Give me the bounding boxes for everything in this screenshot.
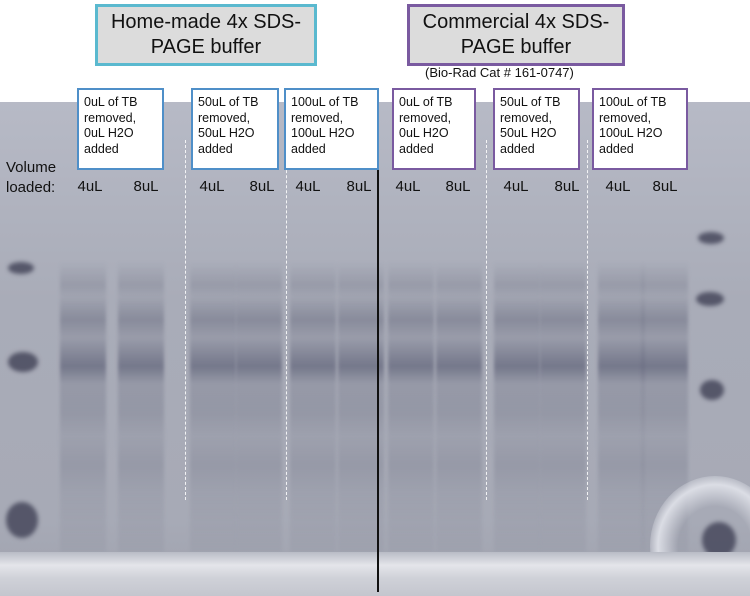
gel-lane (190, 262, 236, 552)
lane-divider (185, 140, 186, 500)
gel-lane (540, 262, 586, 552)
lane-label: 8uL (346, 178, 372, 195)
center-divider (377, 126, 379, 592)
condition-label: 0uL of TB removed, 0uL H2O added (392, 88, 476, 170)
condition-label: 50uL of TB removed, 50uL H2O added (493, 88, 580, 170)
gel-lane (290, 262, 336, 552)
commercial-header: Commercial 4x SDS-PAGE buffer (407, 4, 625, 66)
ladder-band (700, 380, 724, 400)
ladder-band (698, 232, 724, 244)
ladder-band (8, 262, 34, 274)
lane-label: 4uL (503, 178, 529, 195)
gel-lane (236, 262, 282, 552)
condition-label: 0uL of TB removed, 0uL H2O added (77, 88, 164, 170)
lane-label: 4uL (295, 178, 321, 195)
lane-divider (587, 140, 588, 500)
ladder-band (6, 502, 38, 538)
lane-label: 4uL (199, 178, 225, 195)
homemade-header: Home-made 4x SDS-PAGE buffer (95, 4, 317, 66)
condition-label: 100uL of TB removed, 100uL H2O added (592, 88, 688, 170)
gel-lane (60, 262, 106, 552)
lane-label: 8uL (445, 178, 471, 195)
ladder-band (8, 352, 38, 372)
lane-label: 8uL (249, 178, 275, 195)
gel-lane (494, 262, 540, 552)
gel-lane (118, 262, 164, 552)
gel-lane (338, 262, 384, 552)
gel-lane (436, 262, 482, 552)
lane-label: 4uL (395, 178, 421, 195)
lane-label: 8uL (652, 178, 678, 195)
commercial-header-text: Commercial 4x SDS-PAGE buffer (422, 11, 610, 58)
lane-divider (286, 140, 287, 500)
gel-bottom-edge (0, 552, 750, 596)
volume-loaded-label: Volume loaded: (6, 159, 57, 196)
ladder-band (696, 292, 724, 306)
gel-lane (388, 262, 434, 552)
gel-lane (598, 262, 644, 552)
lane-divider (486, 140, 487, 500)
lane-label: 8uL (133, 178, 159, 195)
lane-label: 4uL (605, 178, 631, 195)
catalog-note: (Bio-Rad Cat # 161-0747) (425, 65, 574, 80)
homemade-header-text: Home-made 4x SDS-PAGE buffer (110, 11, 302, 58)
condition-label: 100uL of TB removed, 100uL H2O added (284, 88, 379, 170)
lane-label: 8uL (554, 178, 580, 195)
lane-label: 4uL (77, 178, 103, 195)
condition-label: 50uL of TB removed, 50uL H2O added (191, 88, 279, 170)
gel-image (0, 102, 750, 596)
